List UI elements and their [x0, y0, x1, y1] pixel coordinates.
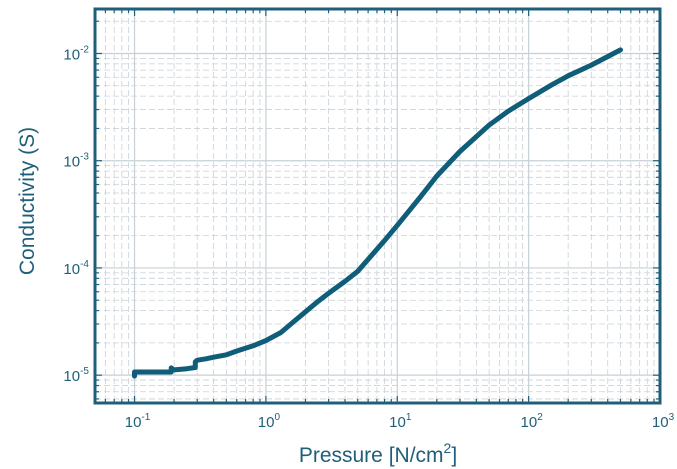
x-tick-exponent: 3	[669, 412, 675, 423]
x-tick-base: 10	[652, 414, 669, 431]
x-tick-labels: 10-1 100 101 102 103	[125, 412, 675, 431]
y-tick-label: 10-2	[63, 44, 89, 63]
y-tick-labels: 10-510-410-310-2	[63, 44, 89, 385]
series-line	[132, 47, 623, 379]
y-tick-base: 10	[63, 261, 80, 278]
y-tick-exponent: -2	[80, 44, 89, 55]
y-tick-label: 10-4	[63, 259, 89, 278]
x-tick-exponent: 1	[406, 412, 412, 423]
y-tick-base: 10	[63, 368, 80, 385]
x-tick-label: 101	[389, 412, 412, 431]
y-tick-label: 10-3	[63, 152, 89, 171]
plot-frame	[93, 7, 662, 405]
y-tick-base: 10	[63, 46, 80, 63]
x-axis-title-suffix: ]	[451, 444, 457, 467]
x-tick-exponent: -1	[141, 412, 150, 423]
y-tick-label: 10-5	[63, 366, 89, 385]
x-tick-base: 10	[389, 414, 406, 431]
x-axis-title-sup: 2	[444, 440, 452, 456]
series-layer	[132, 47, 623, 379]
x-tick-exponent: 0	[274, 412, 280, 423]
x-tick-base: 10	[258, 414, 275, 431]
x-tick-exponent: 2	[537, 412, 543, 423]
x-tick-base: 10	[521, 414, 538, 431]
x-tick-label: 10-1	[125, 412, 151, 431]
axis-ticks	[94, 9, 661, 403]
x-axis-title: Pressure [N/cm2]	[299, 440, 457, 467]
grid	[94, 9, 661, 403]
y-tick-exponent: -5	[80, 366, 89, 377]
x-axis-title-text: Pressure [N/cm	[299, 444, 444, 467]
x-tick-label: 100	[258, 412, 281, 431]
x-tick-base: 10	[125, 414, 142, 431]
y-axis-title: Conductivity (S)	[16, 127, 39, 275]
y-tick-exponent: -3	[80, 152, 89, 163]
y-tick-exponent: -4	[80, 259, 89, 270]
y-tick-base: 10	[63, 154, 80, 171]
x-tick-label: 102	[521, 412, 544, 431]
x-tick-label: 103	[652, 412, 675, 431]
